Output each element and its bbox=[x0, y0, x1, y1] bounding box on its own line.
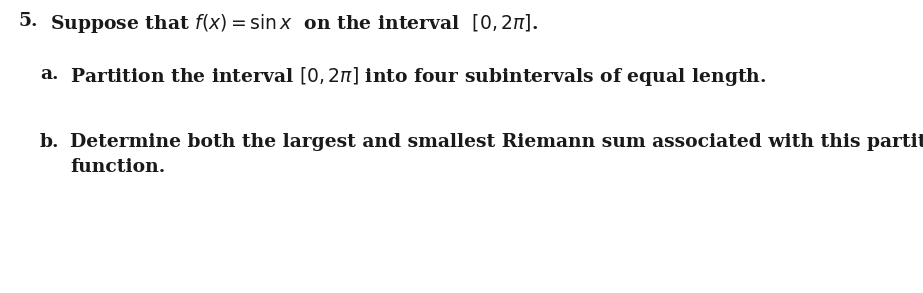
Text: Partition the interval $[0, 2\pi]$ into four subintervals of equal length.: Partition the interval $[0, 2\pi]$ into … bbox=[70, 65, 766, 88]
Text: Suppose that $f(x) = \sin x$  on the interval  $[0, 2\pi]$.: Suppose that $f(x) = \sin x$ on the inte… bbox=[50, 12, 538, 35]
Text: 5.: 5. bbox=[18, 12, 38, 30]
Text: function.: function. bbox=[70, 158, 165, 176]
Text: Determine both the largest and smallest Riemann sum associated with this partiti: Determine both the largest and smallest … bbox=[70, 133, 923, 151]
Text: a.: a. bbox=[40, 65, 58, 83]
Text: b.: b. bbox=[40, 133, 59, 151]
